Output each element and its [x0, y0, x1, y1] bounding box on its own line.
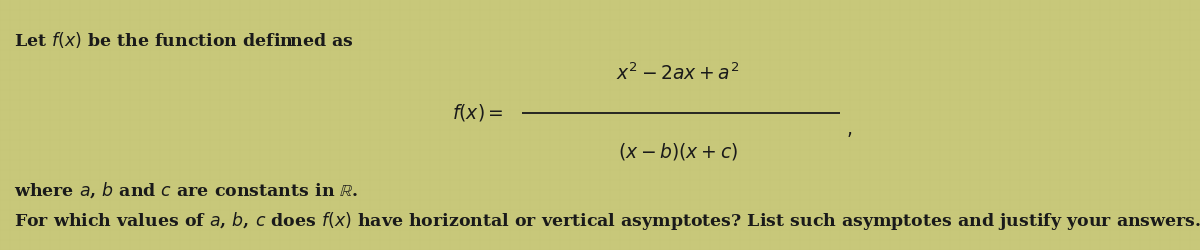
Text: $x^2 - 2ax + a^2$: $x^2 - 2ax + a^2$: [617, 62, 739, 84]
Text: For which values of $a$, $b$, $c$ does $f(x)$ have horizontal or vertical asympt: For which values of $a$, $b$, $c$ does $…: [14, 210, 1200, 233]
Text: $,$: $,$: [846, 121, 852, 139]
Text: where $a$, $b$ and $c$ are constants in $\mathbb{R}$.: where $a$, $b$ and $c$ are constants in …: [14, 180, 359, 200]
Text: $(x - b)(x + c)$: $(x - b)(x + c)$: [618, 141, 738, 162]
Text: Let $f(x)$ be the function defin$\!$ned as: Let $f(x)$ be the function defin$\!$ned …: [14, 30, 354, 50]
Text: $f(x) =$: $f(x) =$: [452, 102, 504, 123]
